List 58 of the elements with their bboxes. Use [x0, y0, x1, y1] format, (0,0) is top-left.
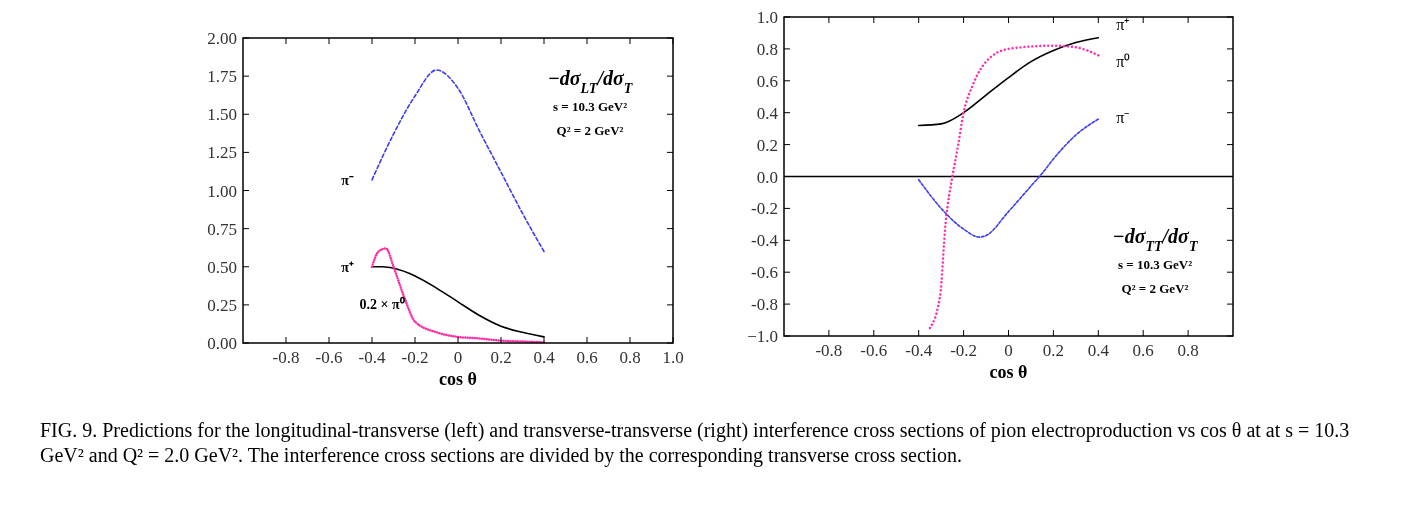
y-tick-label: 0.2: [756, 135, 778, 155]
y-tick-label: 0.50: [207, 257, 237, 277]
y-tick-label: -0.2: [751, 199, 778, 219]
x-tick-label: -0.6: [315, 348, 343, 367]
series-label: π⁻: [341, 172, 354, 188]
text: −dσ$_{LT}$/dσ$_{T}$: [547, 67, 634, 96]
y-tick-label: 1.25: [207, 143, 237, 163]
annotation: Q² = 2 GeV²: [556, 123, 624, 138]
series-label: π⁺: [341, 259, 354, 275]
y-tick-label: 1.75: [207, 67, 237, 87]
x-tick-label: 1.0: [662, 348, 684, 367]
series-label: π⁰: [1116, 53, 1131, 71]
y-tick-label: 1.50: [207, 105, 237, 125]
series-label: 0.2 × π⁰: [359, 295, 405, 312]
line-series: [917, 36, 1100, 127]
y-tick-label: −1.0: [747, 327, 778, 346]
y-tick-label: 0.4: [756, 103, 779, 123]
y-tick-label: -0.4: [751, 231, 779, 251]
x-tick-label: 0.2: [490, 348, 512, 367]
annotation: s = 10.3 GeV²: [552, 99, 628, 114]
y-tick-label: 1.00: [207, 181, 237, 201]
annotation: s = 10.3 GeV²: [1117, 257, 1193, 272]
x-tick-label: 0.2: [1042, 341, 1065, 360]
y-tick-label: 0.25: [207, 295, 237, 315]
line-series: [371, 69, 545, 253]
x-tick-label: -0.4: [358, 348, 386, 367]
x-tick-label: 0.4: [533, 348, 556, 367]
annotation: Q² = 2 GeV²: [1121, 281, 1189, 296]
x-tick-label: 0.6: [1132, 341, 1154, 360]
y-tick-label: 0.8: [756, 39, 778, 59]
y-tick-label: 0.00: [207, 334, 237, 353]
x-tick-label: 0.8: [619, 348, 641, 367]
x-tick-label: 0.8: [1177, 341, 1199, 360]
series-label: π⁻: [1116, 109, 1130, 127]
x-axis-title: cos θ: [439, 369, 477, 389]
y-tick-label: 0.75: [207, 219, 237, 239]
text: −dσ$_{TT}$/dσ$_{T}$: [1112, 225, 1199, 254]
x-tick-label: 0: [453, 348, 463, 367]
x-tick-label: -0.2: [950, 341, 978, 360]
x-axis-title: cos θ: [989, 362, 1028, 382]
y-tick-label: -0.6: [751, 263, 778, 283]
line-series: [917, 118, 1100, 238]
x-tick-label: -0.4: [905, 341, 933, 360]
y-tick-label: 0.6: [756, 71, 778, 91]
x-tick-label: 0.4: [1087, 341, 1110, 360]
x-tick-label: -0.8: [815, 341, 843, 360]
y-tick-label: 1.0: [756, 8, 778, 27]
x-tick-label: 0.6: [576, 348, 598, 367]
y-tick-label: -0.8: [751, 295, 778, 315]
x-tick-label: 0: [1004, 341, 1013, 360]
legend-label: π⁺: [1116, 15, 1130, 33]
y-tick-label: 0.0: [756, 167, 778, 187]
caption: FIG. 9. Predictions for the longitudinal-transverse (left) and transverse-transverse (right) interference cross sections of pion electroproduction vs cos θ at at s = 10.3 GeV² and Q² = 2.0 GeV². The interference cross sections are divided by the corresponding transverse cross section.: [40, 419, 1350, 466]
x-tick-label: -0.2: [401, 348, 429, 367]
x-tick-label: -0.6: [860, 341, 888, 360]
x-tick-label: -0.8: [272, 348, 300, 367]
line-series: [928, 44, 1100, 330]
y-tick-label: 2.00: [207, 29, 237, 48]
